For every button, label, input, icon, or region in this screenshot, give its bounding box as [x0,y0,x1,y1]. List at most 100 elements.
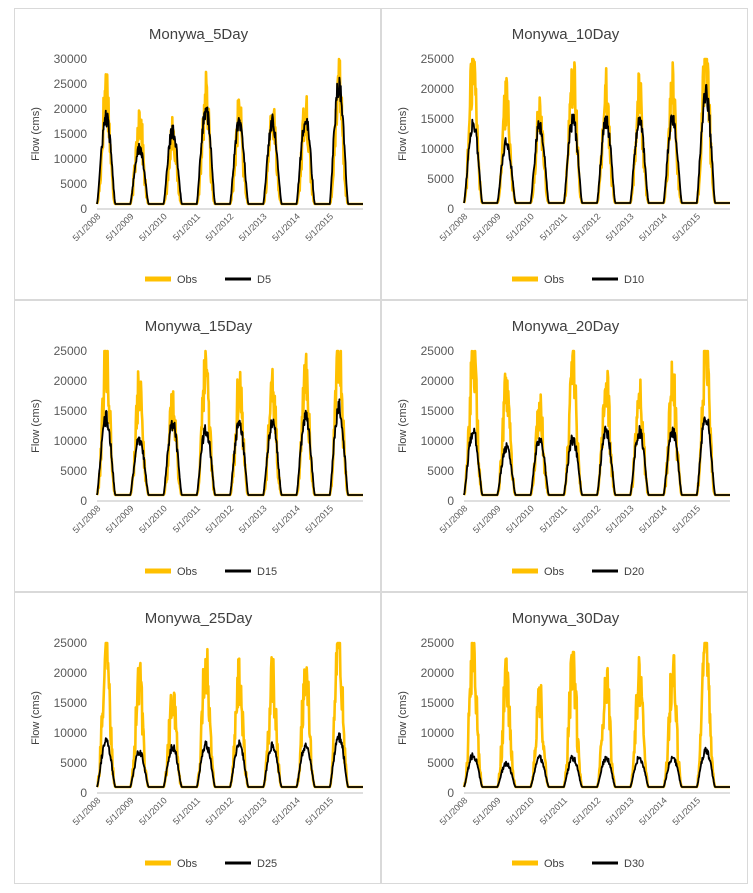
y-tick-label: 10000 [54,434,88,448]
x-tick-label: 5/1/2009 [471,503,503,535]
x-tick-label: 5/1/2014 [637,211,669,243]
y-tick-label: 25000 [421,636,455,650]
x-tick-label: 5/1/2013 [237,211,269,243]
y-tick-label: 5000 [427,756,454,770]
x-tick-label: 5/1/2015 [303,211,335,243]
x-tick-label: 5/1/2015 [670,211,702,243]
chart-svg-30day: Monywa_30Day Flow (cms) 0 5000 10000 15000 200… [397,610,731,870]
y-tick-label: 25000 [54,344,88,358]
x-tick-label: 5/1/2015 [670,795,702,827]
legend-label-obs: Obs [177,274,198,286]
y-axis-label: Flow (cms) [397,107,409,161]
x-tick-label: 5/1/2015 [303,503,335,535]
y-tick-label: 0 [447,202,454,216]
y-tick-label: 10000 [421,726,455,740]
y-tick-label: 10000 [421,434,455,448]
y-tick-label: 10000 [54,726,88,740]
series-line-d15 [96,398,364,496]
y-tick-label: 5000 [427,464,454,478]
x-tick-label: 5/1/2013 [237,795,269,827]
x-tick-label: 5/1/2009 [104,795,136,827]
x-tick-label: 5/1/2014 [637,503,669,535]
x-tick-label: 5/1/2013 [604,503,636,535]
y-tick-label: 5000 [60,177,87,191]
y-tick-label: 0 [80,202,87,216]
x-tick-label: 5/1/2012 [571,503,603,535]
x-tick-label: 5/1/2012 [571,211,603,243]
chart-panel-25day: Monywa_25Day Flow (cms) 0 5000 10000 15000 200… [14,592,381,884]
chart-svg-5day: Monywa_5Day Flow (cms) 0 5000 10000 15000 2000… [30,26,364,286]
x-tick-label: 5/1/2014 [637,795,669,827]
y-axis-label: Flow (cms) [397,399,409,453]
y-tick-label: 20000 [54,102,88,116]
legend-label-obs: Obs [177,858,198,870]
series-line-d20 [463,416,731,496]
chart-title: Monywa_5Day [149,26,249,43]
x-tick-label: 5/1/2011 [538,503,569,534]
chart-panel-20day: Monywa_20Day Flow (cms) 0 5000 10000 15000 200… [381,300,748,592]
legend-label-d25: D25 [257,858,277,870]
x-tick-label: 5/1/2011 [538,795,569,826]
x-tick-label: 5/1/2010 [504,211,536,243]
x-tick-label: 5/1/2014 [270,211,302,243]
y-axis-label: Flow (cms) [30,107,42,161]
x-tick-label: 5/1/2011 [171,503,202,534]
x-tick-label: 5/1/2011 [538,211,569,242]
series-line-d5 [96,76,364,205]
chart-title: Monywa_15Day [145,318,253,335]
chart-panel-15day: Monywa_15Day Flow (cms) 0 5000 10000 15000 200… [14,300,381,592]
y-tick-label: 25000 [421,52,455,66]
x-tick-label: 5/1/2009 [104,211,136,243]
y-tick-label: 20000 [54,666,88,680]
y-tick-label: 0 [447,494,454,508]
x-tick-label: 5/1/2012 [204,503,236,535]
y-tick-label: 30000 [54,52,88,66]
x-tick-label: 5/1/2010 [137,503,169,535]
y-axis-label: Flow (cms) [30,399,42,453]
x-tick-label: 5/1/2010 [504,795,536,827]
chart-title: Monywa_30Day [512,610,620,627]
chart-svg-15day: Monywa_15Day Flow (cms) 0 5000 10000 15000 200… [30,318,364,578]
x-tick-label: 5/1/2013 [604,795,636,827]
chart-title: Monywa_25Day [145,610,253,627]
x-tick-label: 5/1/2010 [137,211,169,243]
x-tick-label: 5/1/2011 [171,795,202,826]
chart-svg-10day: Monywa_10Day Flow (cms) 0 5000 10000 15000 200… [397,26,731,286]
y-tick-label: 20000 [54,374,88,388]
x-tick-label: 5/1/2015 [303,795,335,827]
chart-svg-25day: Monywa_25Day Flow (cms) 0 5000 10000 15000 200… [30,610,364,870]
x-tick-label: 5/1/2008 [71,211,103,243]
chart-svg-20day: Monywa_20Day Flow (cms) 0 5000 10000 15000 200… [397,318,731,578]
series-line-d30 [463,746,731,788]
series-line-obs [462,349,731,497]
legend-label-obs: Obs [544,566,565,578]
x-tick-label: 5/1/2012 [204,795,236,827]
y-tick-label: 5000 [60,756,87,770]
x-tick-label: 5/1/2012 [571,795,603,827]
chart-panel-10day: Monywa_10Day Flow (cms) 0 5000 10000 15000 200… [381,8,748,300]
x-tick-label: 5/1/2009 [104,503,136,535]
x-tick-label: 5/1/2012 [204,211,236,243]
y-tick-label: 15000 [54,404,88,418]
x-tick-label: 5/1/2014 [270,795,302,827]
y-tick-label: 20000 [421,374,455,388]
legend-label-d30: D30 [624,858,644,870]
x-tick-label: 5/1/2008 [438,503,470,535]
series-line-d25 [96,732,364,788]
series-line-d10 [463,84,731,204]
y-tick-label: 25000 [421,344,455,358]
y-tick-label: 25000 [54,636,88,650]
y-tick-label: 20000 [421,82,455,96]
x-tick-label: 5/1/2011 [171,211,202,242]
x-tick-label: 5/1/2009 [471,795,503,827]
x-tick-label: 5/1/2008 [71,795,103,827]
y-tick-label: 25000 [54,77,88,91]
x-tick-label: 5/1/2015 [670,503,702,535]
y-tick-label: 15000 [54,696,88,710]
y-tick-label: 0 [447,786,454,800]
x-tick-label: 5/1/2013 [604,211,636,243]
x-tick-label: 5/1/2009 [471,211,503,243]
legend-label-obs: Obs [177,566,198,578]
legend-label-d5: D5 [257,274,271,286]
